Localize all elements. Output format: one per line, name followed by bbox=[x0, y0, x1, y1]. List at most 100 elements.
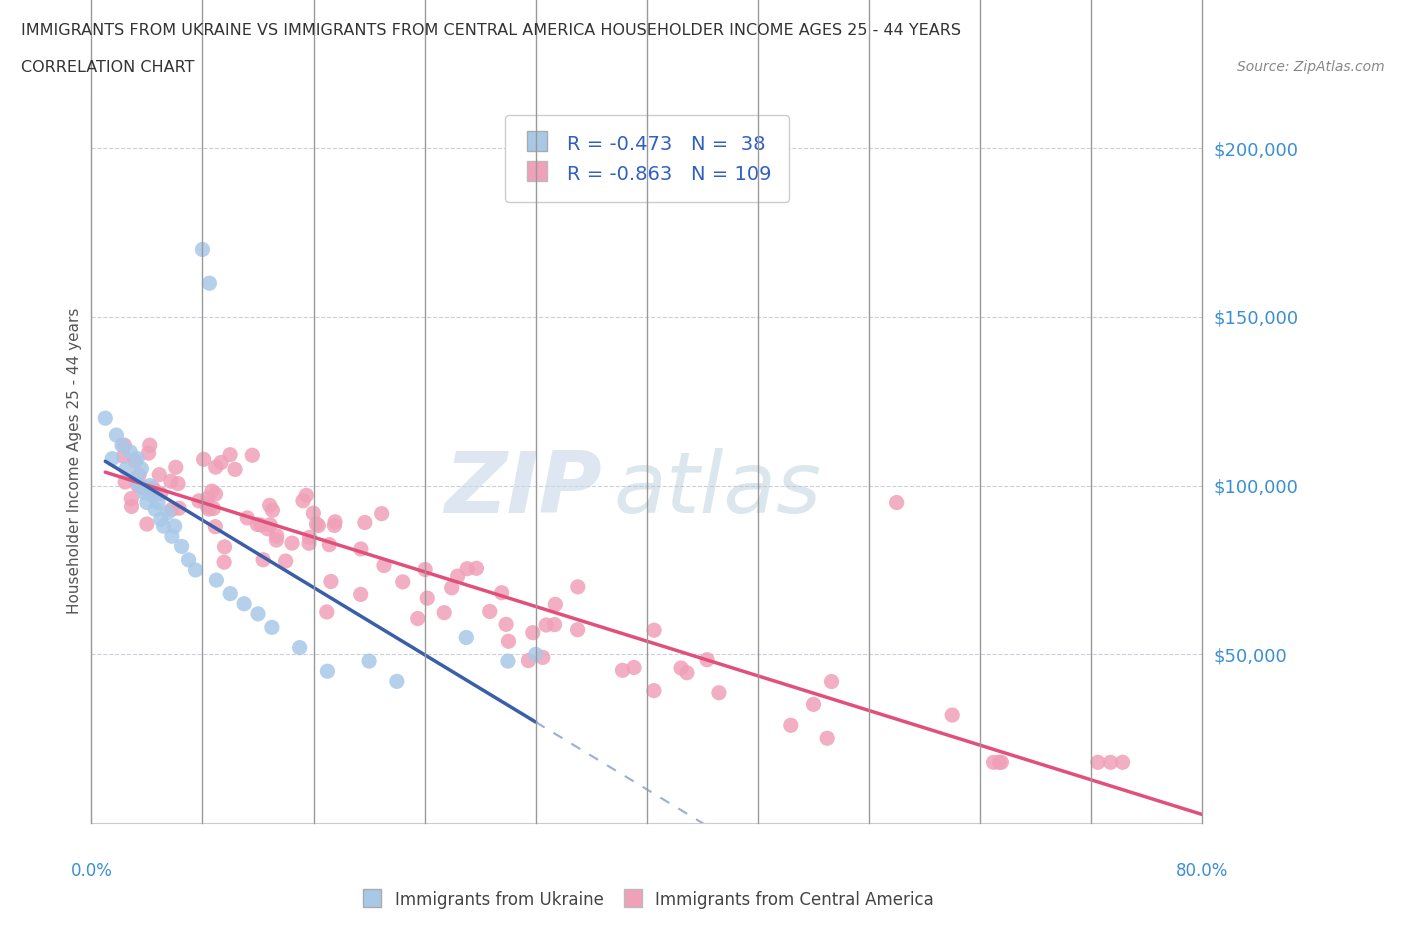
Point bbox=[195, 497, 218, 512]
Point bbox=[250, 518, 273, 533]
Point bbox=[219, 586, 242, 601]
Point bbox=[350, 541, 373, 556]
Point bbox=[138, 478, 160, 493]
Point bbox=[219, 447, 242, 462]
Point bbox=[114, 474, 136, 489]
Point bbox=[160, 502, 183, 517]
Point bbox=[212, 554, 235, 569]
Point bbox=[281, 536, 304, 551]
Point bbox=[350, 587, 373, 602]
Point bbox=[177, 552, 200, 567]
Point bbox=[543, 618, 565, 632]
Point bbox=[101, 451, 124, 466]
Point bbox=[252, 552, 274, 567]
Point bbox=[318, 538, 340, 552]
Point bbox=[517, 653, 540, 668]
Text: Source: ZipAtlas.com: Source: ZipAtlas.com bbox=[1237, 60, 1385, 74]
Point bbox=[128, 468, 150, 483]
Point bbox=[139, 438, 162, 453]
Point bbox=[1099, 755, 1122, 770]
Text: CORRELATION CHART: CORRELATION CHART bbox=[21, 60, 194, 75]
Point bbox=[696, 652, 718, 667]
Text: 80.0%: 80.0% bbox=[1175, 862, 1229, 880]
Point bbox=[433, 605, 456, 620]
Legend: Immigrants from Ukraine, Immigrants from Central America: Immigrants from Ukraine, Immigrants from… bbox=[352, 883, 942, 917]
Point bbox=[195, 498, 218, 513]
Point bbox=[544, 597, 567, 612]
Point bbox=[262, 503, 284, 518]
Point bbox=[323, 518, 346, 533]
Point bbox=[988, 755, 1011, 770]
Point bbox=[496, 654, 519, 669]
Point bbox=[1111, 755, 1133, 770]
Point bbox=[623, 660, 645, 675]
Point bbox=[260, 620, 283, 635]
Point bbox=[391, 575, 413, 590]
Point bbox=[815, 731, 838, 746]
Point bbox=[567, 622, 589, 637]
Point bbox=[135, 495, 157, 510]
Point bbox=[247, 606, 270, 621]
Point bbox=[274, 553, 297, 568]
Point bbox=[204, 519, 226, 534]
Point bbox=[353, 515, 375, 530]
Point bbox=[941, 708, 963, 723]
Text: ZIP: ZIP bbox=[444, 448, 602, 531]
Point bbox=[105, 428, 128, 443]
Point bbox=[385, 674, 408, 689]
Point bbox=[141, 488, 163, 503]
Text: atlas: atlas bbox=[613, 448, 821, 531]
Point bbox=[820, 674, 842, 689]
Point bbox=[135, 516, 157, 531]
Point bbox=[156, 505, 179, 520]
Point bbox=[167, 476, 190, 491]
Point bbox=[612, 663, 634, 678]
Point bbox=[315, 604, 337, 619]
Point bbox=[142, 481, 165, 496]
Point bbox=[201, 484, 224, 498]
Point bbox=[456, 630, 478, 644]
Point bbox=[170, 539, 193, 554]
Point bbox=[495, 617, 517, 631]
Point bbox=[112, 438, 135, 453]
Point bbox=[121, 499, 143, 514]
Point bbox=[159, 473, 181, 488]
Point bbox=[524, 647, 547, 662]
Point bbox=[295, 488, 318, 503]
Point bbox=[406, 611, 429, 626]
Y-axis label: Householder Income Ages 25 - 44 years: Householder Income Ages 25 - 44 years bbox=[67, 307, 82, 614]
Point bbox=[707, 685, 730, 700]
Point bbox=[236, 511, 259, 525]
Point bbox=[259, 517, 281, 532]
Point bbox=[198, 276, 221, 291]
Point bbox=[413, 562, 436, 577]
Point bbox=[160, 529, 183, 544]
Point bbox=[240, 448, 263, 463]
Point bbox=[127, 478, 149, 493]
Point bbox=[676, 665, 699, 680]
Point bbox=[142, 483, 165, 498]
Point bbox=[803, 697, 825, 711]
Point bbox=[465, 561, 488, 576]
Point bbox=[148, 467, 170, 482]
Point bbox=[498, 634, 520, 649]
Text: IMMIGRANTS FROM UKRAINE VS IMMIGRANTS FROM CENTRAL AMERICA HOUSEHOLDER INCOME AG: IMMIGRANTS FROM UKRAINE VS IMMIGRANTS FR… bbox=[21, 23, 962, 38]
Point bbox=[447, 568, 470, 583]
Point bbox=[534, 618, 557, 632]
Point bbox=[288, 640, 311, 655]
Point bbox=[1087, 755, 1109, 770]
Point bbox=[440, 580, 463, 595]
Point bbox=[266, 533, 288, 548]
Point bbox=[184, 563, 207, 578]
Point bbox=[886, 495, 908, 510]
Point bbox=[990, 755, 1012, 770]
Point bbox=[129, 478, 152, 493]
Point bbox=[305, 517, 328, 532]
Point bbox=[214, 539, 236, 554]
Text: 0.0%: 0.0% bbox=[70, 862, 112, 880]
Point bbox=[204, 486, 226, 501]
Point bbox=[167, 500, 190, 515]
Point bbox=[291, 493, 314, 508]
Point bbox=[202, 501, 225, 516]
Point bbox=[307, 518, 329, 533]
